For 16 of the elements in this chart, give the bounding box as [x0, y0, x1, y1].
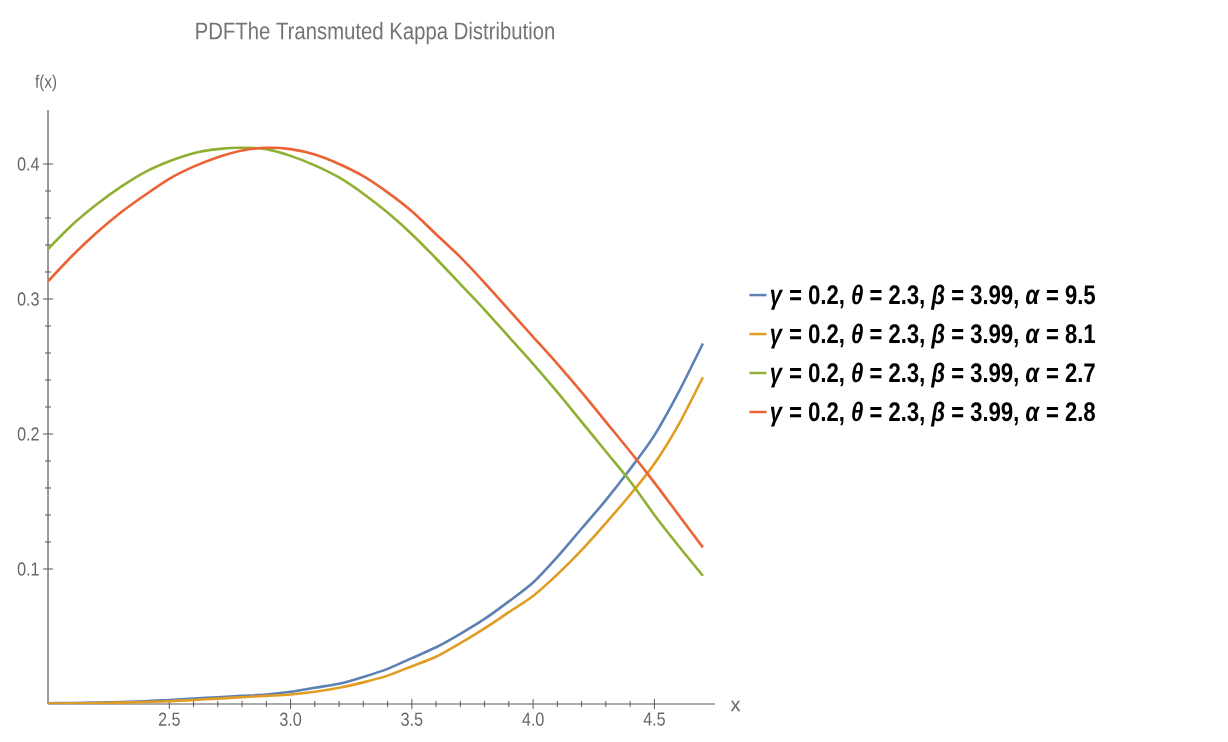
x-tick-label: 2.5 — [158, 712, 180, 726]
x-tick-label: 4.0 — [522, 712, 544, 726]
x-tick-label: 3.5 — [401, 712, 423, 726]
legend-label: γ = 0.2, θ = 2.3, β = 3.99, α = 8.1 — [770, 323, 1096, 349]
y-axis-title: f(x) — [35, 74, 57, 92]
y-tick-label: 0.2 — [17, 427, 39, 441]
y-tick-label: 0.3 — [17, 292, 39, 306]
x-tick-label: 3.0 — [279, 712, 302, 726]
x-tick-label: 4.5 — [643, 712, 665, 726]
y-tick-label: 0.4 — [17, 157, 40, 171]
x-axis-title: x — [730, 700, 741, 712]
y-tick-label: 0.1 — [17, 562, 39, 576]
legend-label: γ = 0.2, θ = 2.3, β = 3.99, α = 9.5 — [770, 284, 1096, 310]
chart-title: PDFThe Transmuted Kappa Distribution — [196, 21, 554, 45]
legend-label: γ = 0.2, θ = 2.3, β = 3.99, α = 2.7 — [770, 362, 1095, 388]
legend-label: γ = 0.2, θ = 2.3, β = 3.99, α = 2.8 — [770, 401, 1095, 427]
